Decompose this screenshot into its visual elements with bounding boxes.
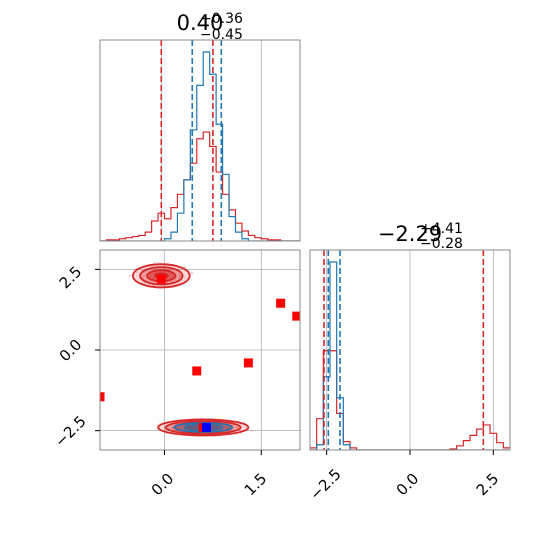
x2-tick-label: 0.0 [393, 470, 423, 500]
x2-tick-label: −2.5 [306, 465, 344, 503]
histogram-blue-series [100, 51, 300, 241]
sample-point [146, 270, 148, 272]
x1-tick-label: 0.0 [148, 470, 178, 500]
marker-red [276, 298, 286, 308]
sample-point [177, 267, 179, 269]
sample-point [154, 285, 156, 287]
sample-point [251, 430, 253, 432]
panel-content [310, 250, 510, 450]
scatter-panel [95, 249, 301, 455]
sample-point [128, 274, 131, 277]
sample-point [164, 267, 166, 270]
marker-red [292, 311, 300, 321]
sample-point [133, 268, 135, 271]
marker-red [156, 274, 166, 284]
title-x2: −2.29 [378, 222, 442, 246]
x1-tick-labels: 0.0 1.5 [148, 470, 271, 500]
sample-point [134, 268, 136, 270]
title-x2-upper: +4.41 [420, 221, 463, 237]
sample-point [171, 270, 173, 272]
sample-point [179, 275, 181, 278]
sample-point [128, 275, 130, 277]
sample-point [161, 421, 163, 423]
sample-point [191, 271, 193, 274]
sample-point [142, 277, 144, 279]
sample-point [171, 427, 173, 429]
histogram-x1-panel [99, 39, 301, 242]
title-x2-lower: −0.28 [420, 236, 463, 252]
sample-point [180, 275, 182, 277]
x2-tick-label: 2.5 [473, 470, 503, 500]
x1-tick-label: 1.5 [241, 470, 271, 500]
histogram-red-series [100, 131, 300, 241]
sample-point [157, 424, 159, 426]
y-tick-label: 2.5 [56, 263, 86, 293]
marker-red [100, 392, 105, 402]
sample-point [235, 427, 238, 429]
sample-point [184, 266, 186, 268]
sample-point [179, 275, 181, 277]
marker-blue [201, 422, 211, 432]
sample-point [171, 426, 174, 428]
sample-point [130, 274, 132, 276]
sample-point [152, 284, 154, 287]
sample-point [244, 426, 247, 429]
sample-point [143, 263, 145, 266]
sample-point [159, 421, 161, 424]
sample-point [178, 274, 180, 276]
panel-content [100, 250, 300, 450]
marker-red [243, 358, 253, 368]
sample-point [148, 283, 150, 286]
sample-point [184, 276, 187, 278]
sample-point [135, 271, 138, 274]
sample-point [184, 283, 187, 285]
sample-point [250, 429, 252, 432]
sample-point [183, 266, 185, 268]
sample-point [184, 266, 186, 268]
y-tick-label: 0.0 [56, 336, 86, 366]
y-tick-label: −2.5 [51, 412, 89, 450]
panel-background [100, 40, 300, 241]
y-tick-labels: 2.5 0.0 −2.5 [51, 263, 89, 451]
panel-frame [99, 39, 301, 242]
title-x1-lower: −0.45 [200, 27, 243, 43]
sample-point [172, 427, 174, 430]
sample-point [154, 268, 157, 270]
x2-tick-labels: −2.5 0.0 2.5 [306, 465, 502, 503]
sample-point [243, 421, 245, 424]
title-x1-upper: +0.36 [200, 11, 243, 27]
sample-point [157, 262, 159, 264]
sample-point [178, 277, 180, 279]
sample-point [163, 428, 165, 430]
histogram-x2-panel [309, 249, 511, 455]
sample-point [154, 262, 156, 264]
sample-point [143, 282, 145, 285]
sample-point [142, 277, 144, 280]
title-x1: 0.40 [177, 11, 224, 35]
sample-point [172, 428, 174, 430]
sample-point [143, 274, 145, 277]
sample-point [190, 272, 193, 275]
sample-point [174, 279, 177, 281]
panel-content [100, 40, 300, 241]
sample-point [157, 267, 160, 270]
sample-point [192, 272, 194, 274]
marker-red [192, 366, 202, 376]
histogram-blue-series [310, 261, 510, 450]
